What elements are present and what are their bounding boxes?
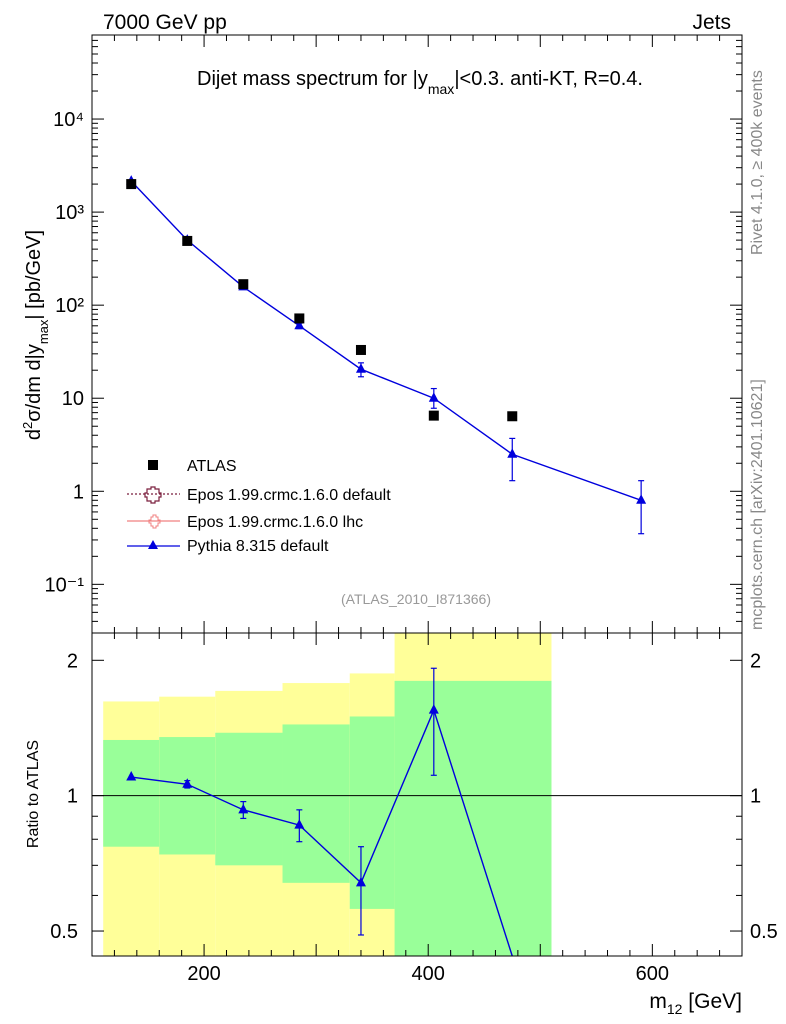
ratio-pythia-point — [182, 778, 193, 788]
main-panel: 10⁻¹ 1 10 10² 10³ 10⁴ Dijet mass spectrum for… — [20, 34, 743, 634]
ratio-frame — [91, 632, 743, 957]
main-y-label: d2σ/dm d|ymax| [pb/GeV] — [20, 230, 51, 440]
ratio-band-green-5 — [394, 680, 552, 956]
pythia-point — [355, 363, 366, 373]
atlas-point — [507, 411, 518, 422]
mcplots-label: mcplots.cern.ch [arXiv:2401.10621] — [749, 379, 766, 630]
atlas-point — [355, 344, 366, 355]
main-ytick-label: 1 — [73, 481, 84, 503]
ratio-y-axis: 0.5 0.5 1 1 2 2 — [50, 650, 778, 943]
legend-epos-default: Epos 1.99.crmc.1.6.0 default — [127, 486, 391, 504]
analysis-tag: (ATLAS_2010_I871366) — [341, 591, 491, 607]
legend-epos-default-marker — [144, 486, 162, 504]
main-ytick-label: 10³ — [55, 202, 84, 224]
legend-epos-default-label: Epos 1.99.crmc.1.6.0 default — [187, 487, 391, 504]
ratio-ytick-label-right: 2 — [750, 650, 761, 672]
ratio-pythia-point — [355, 876, 366, 887]
legend-atlas-label: ATLAS — [187, 458, 237, 475]
ratio-y-label: Ratio to ATLAS — [25, 740, 42, 848]
legend-pythia-marker — [148, 540, 158, 549]
legend-pythia-label: Pythia 8.315 default — [187, 538, 329, 555]
chart-title: Dijet mass spectrum for |ymax|<0.3. anti… — [197, 68, 643, 97]
pythia-point — [428, 392, 439, 402]
main-ytick-label: 10⁴ — [53, 109, 84, 131]
energy-label: 7000 GeV pp — [103, 11, 227, 34]
ratio-ytick-label: 2 — [67, 650, 78, 672]
ratio-pythia-point — [294, 819, 305, 829]
atlas-point — [182, 235, 193, 246]
ratio-pythia-point — [428, 704, 439, 714]
process-label: Jets — [692, 11, 731, 34]
ratio-band-green-3 — [282, 724, 350, 883]
atlas-point — [428, 410, 439, 421]
legend-atlas-marker — [148, 460, 158, 470]
main-x-axis — [91, 35, 743, 633]
main-ytick-label: 10⁻¹ — [45, 574, 85, 596]
ratio-panel: 0.5 0.5 1 1 2 2 200 400 600 Ratio to ATLAS m12 … — [25, 632, 778, 1017]
legend-epos-lhc-marker — [148, 514, 161, 529]
ratio-xtick-label: 600 — [636, 963, 669, 985]
ratio-xtick-label: 400 — [412, 963, 445, 985]
ratio-xtick-label: 200 — [187, 963, 220, 985]
ratio-band-green-4 — [349, 716, 395, 909]
main-ytick-label: 10² — [55, 295, 84, 317]
legend-atlas: ATLAS — [148, 458, 237, 475]
pythia-line — [130, 180, 642, 501]
ratio-x-axis: 200 400 600 — [91, 633, 743, 985]
pythia-point — [294, 319, 305, 330]
atlas-point — [294, 313, 305, 324]
ratio-pythia-point — [126, 771, 137, 781]
ratio-band-green-2 — [215, 732, 283, 866]
ratio-ytick-label: 0.5 — [50, 921, 78, 943]
pythia-point — [507, 448, 518, 458]
legend: ATLAS Epos 1.99.crmc.1.6.0 default Epos … — [127, 458, 391, 555]
ratio-pythia-point — [238, 803, 249, 814]
ratio-plot-area — [92, 633, 742, 957]
main-plot-area — [126, 175, 647, 535]
ratio-ytick-label-right: 1 — [750, 786, 761, 808]
legend-pythia: Pythia 8.315 default — [127, 538, 329, 555]
ratio-band-green-0 — [103, 739, 160, 847]
ratio-ytick-label: 1 — [67, 786, 78, 808]
legend-epos-lhc-label: Epos 1.99.crmc.1.6.0 lhc — [187, 514, 363, 531]
x-axis-label: m12 [GeV] — [649, 990, 742, 1017]
atlas-point — [238, 279, 249, 290]
rivet-version-label: Rivet 4.1.0, ≥ 400k events — [749, 70, 766, 255]
main-y-axis: 10⁻¹ 1 10 10² 10³ 10⁴ — [45, 34, 742, 634]
pythia-point — [636, 494, 647, 504]
ratio-ytick-label-right: 0.5 — [750, 921, 778, 943]
atlas-point — [126, 179, 137, 190]
legend-epos-lhc: Epos 1.99.crmc.1.6.0 lhc — [127, 514, 363, 531]
main-ytick-label: 10 — [62, 388, 84, 410]
